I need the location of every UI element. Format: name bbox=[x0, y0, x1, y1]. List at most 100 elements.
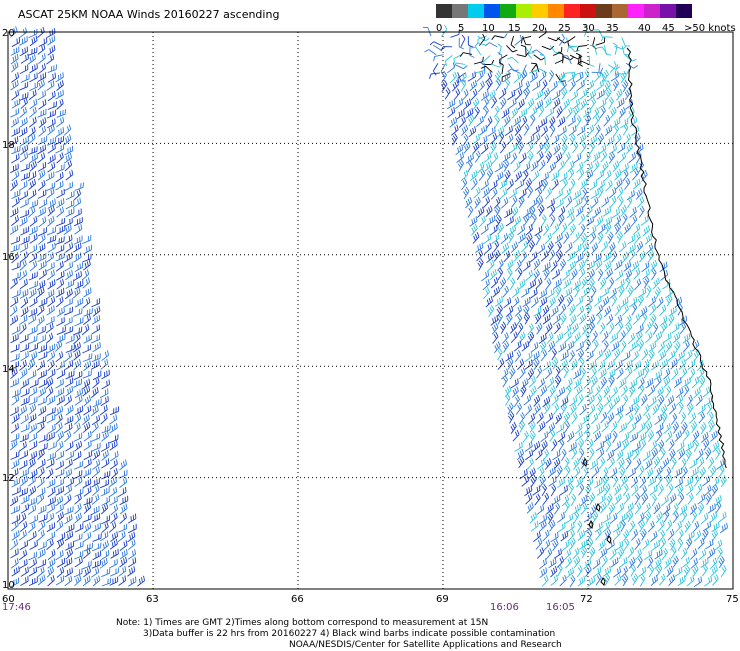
wind-barb bbox=[99, 531, 109, 542]
wind-barb bbox=[55, 422, 63, 434]
wind-barb bbox=[522, 36, 531, 46]
wind-barb bbox=[37, 108, 47, 118]
wind-barb bbox=[541, 440, 548, 452]
wind-barb bbox=[566, 567, 575, 579]
wind-barb bbox=[20, 475, 28, 487]
wind-barb bbox=[573, 369, 582, 380]
wind-barb bbox=[444, 87, 451, 100]
wind-barb bbox=[559, 303, 567, 316]
wind-barb bbox=[555, 366, 561, 379]
wind-barb bbox=[46, 478, 56, 489]
wind-barb bbox=[536, 151, 544, 164]
wind-barb bbox=[652, 403, 660, 416]
wind-barb bbox=[560, 350, 569, 362]
wind-barb bbox=[119, 503, 128, 515]
wind-barb bbox=[536, 142, 544, 155]
wind-barb bbox=[602, 467, 609, 480]
wind-barb bbox=[629, 206, 637, 218]
wind-barb bbox=[37, 26, 45, 38]
wind-barb bbox=[100, 413, 108, 425]
wind-barb bbox=[551, 269, 560, 280]
wind-barb bbox=[73, 568, 83, 578]
wind-barb bbox=[555, 412, 563, 425]
wind-barb bbox=[20, 297, 29, 309]
wind-barb bbox=[608, 144, 617, 155]
wind-barb bbox=[651, 493, 657, 507]
wind-barb bbox=[495, 214, 502, 228]
wind-barb bbox=[657, 520, 665, 532]
wind-barb bbox=[55, 236, 65, 245]
wind-barb bbox=[539, 520, 547, 532]
wind-barb bbox=[566, 340, 575, 352]
wind-barb bbox=[615, 359, 623, 371]
lat-label-14: 14 bbox=[2, 364, 15, 375]
wind-barb bbox=[83, 440, 92, 451]
wind-barb bbox=[101, 430, 109, 442]
wind-barb bbox=[473, 56, 484, 65]
wind-barb bbox=[575, 72, 584, 83]
wind-barb bbox=[606, 359, 615, 370]
wind-barb bbox=[55, 405, 64, 417]
wind-barb bbox=[590, 412, 599, 425]
wind-barb bbox=[627, 332, 636, 345]
wind-barb bbox=[534, 493, 541, 506]
wind-barb bbox=[28, 325, 38, 336]
wind-barb bbox=[674, 477, 683, 489]
wind-barb bbox=[20, 503, 30, 514]
wind-barb bbox=[37, 505, 47, 515]
wind-barb bbox=[538, 333, 547, 344]
wind-barb bbox=[612, 567, 622, 578]
wind-barb bbox=[702, 521, 712, 532]
wind-barb bbox=[535, 312, 542, 325]
wind-barb bbox=[20, 351, 29, 362]
wind-barb bbox=[46, 503, 56, 514]
wind-barb bbox=[678, 401, 684, 415]
wind-barb bbox=[472, 142, 480, 154]
wind-barb bbox=[606, 493, 613, 506]
wind-barb bbox=[496, 312, 503, 325]
wind-barb bbox=[622, 351, 631, 362]
wind-barb bbox=[36, 315, 45, 327]
wind-barb bbox=[45, 386, 54, 399]
wind-barb bbox=[517, 98, 525, 111]
wind-barb bbox=[545, 548, 553, 560]
wind-barb bbox=[536, 412, 544, 424]
wind-barb bbox=[632, 178, 641, 190]
wind-barb bbox=[548, 161, 557, 174]
wind-barb bbox=[55, 460, 64, 471]
wind-barb bbox=[613, 124, 620, 137]
wind-barb bbox=[11, 197, 20, 208]
wind-barb bbox=[27, 504, 37, 515]
wind-barb bbox=[634, 413, 642, 425]
wind-barb bbox=[644, 233, 653, 245]
wind-barb bbox=[681, 510, 688, 523]
wind-barb bbox=[28, 440, 38, 451]
wind-barb bbox=[513, 250, 521, 262]
wind-barb bbox=[19, 46, 29, 57]
wind-barb bbox=[544, 402, 551, 415]
wind-barb bbox=[620, 519, 626, 532]
wind-barb bbox=[9, 315, 19, 326]
colorbar-segment bbox=[644, 4, 660, 18]
wind-barb bbox=[538, 289, 548, 300]
wind-barb bbox=[529, 511, 537, 524]
wind-barb bbox=[101, 350, 110, 362]
wind-barb bbox=[82, 468, 92, 478]
wind-barb bbox=[82, 253, 92, 263]
wind-barb bbox=[641, 169, 648, 182]
wind-barb bbox=[587, 537, 594, 550]
wind-barb bbox=[684, 520, 691, 533]
wind-barb bbox=[702, 528, 709, 541]
wind-barb bbox=[515, 88, 523, 101]
wind-barb bbox=[509, 322, 517, 334]
wind-barb bbox=[656, 474, 663, 487]
wind-barb bbox=[551, 305, 559, 317]
wind-barb bbox=[693, 530, 702, 542]
wind-barb bbox=[54, 340, 63, 352]
wind-barb bbox=[530, 114, 536, 127]
wind-barb bbox=[589, 135, 598, 146]
wind-barb bbox=[55, 468, 65, 478]
wind-barb bbox=[101, 470, 111, 480]
wind-barb bbox=[522, 430, 529, 443]
wind-barb bbox=[715, 447, 721, 460]
